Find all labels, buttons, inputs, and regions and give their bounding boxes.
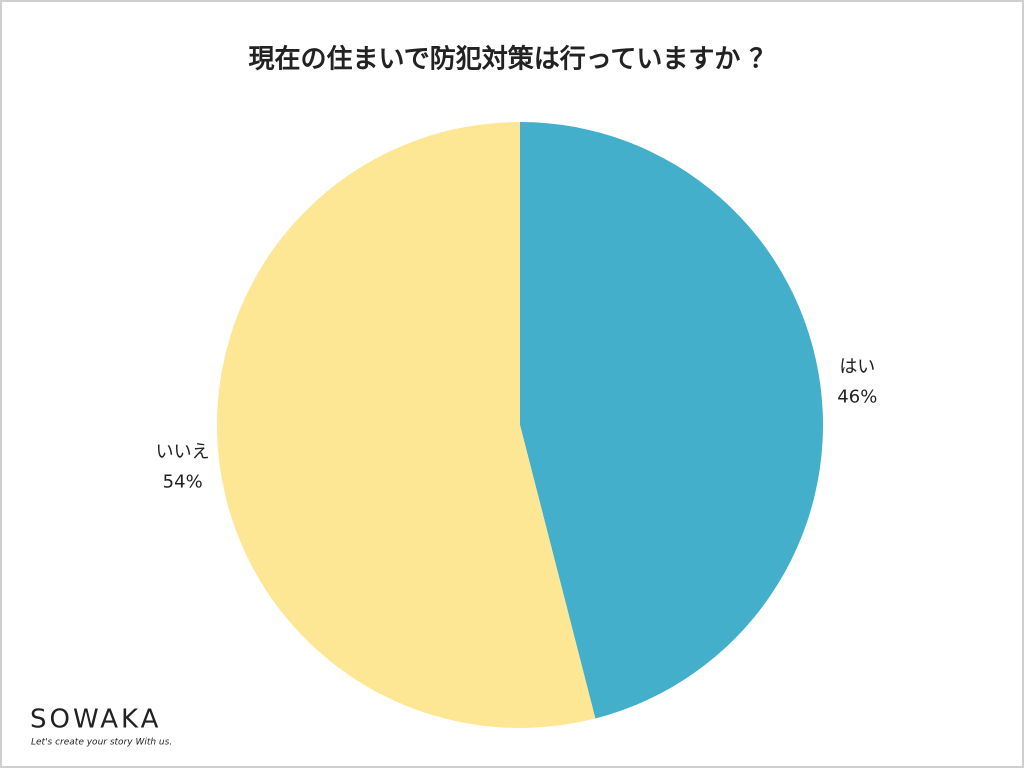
pie-slice [216,122,596,728]
logo-name: SOWAKA [30,705,161,735]
logo-tagline: Let's create your story With us. [31,738,172,748]
slice-value-label: 46% [837,386,877,407]
chart-title: 現在の住まいで防犯対策は行っていますか ？ [249,44,776,75]
slice-label: いいえ [156,442,210,463]
slice-label: はい [839,356,875,377]
pie-slice [520,122,823,719]
slice-value-label: 54% [163,472,203,493]
